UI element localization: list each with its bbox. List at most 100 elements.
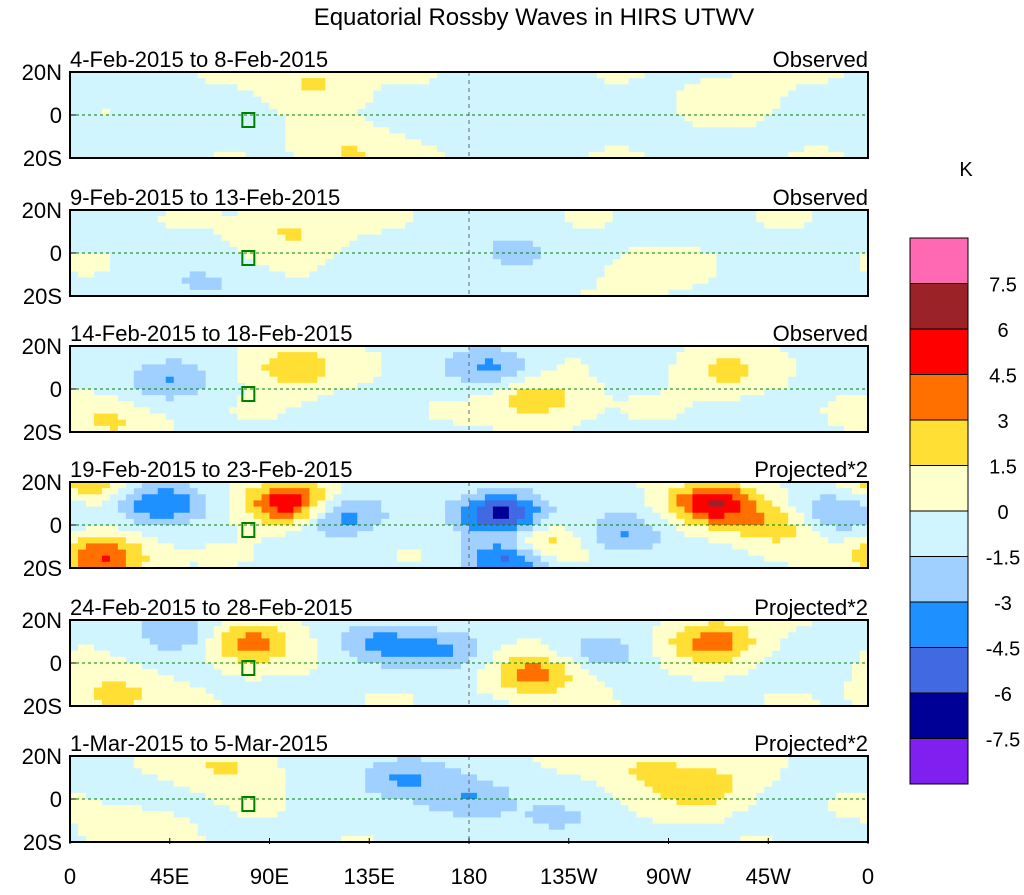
heatmap-cell <box>277 103 285 110</box>
heatmap-cell <box>94 97 102 104</box>
heatmap-cell <box>357 507 365 514</box>
heatmap-cell <box>285 358 293 365</box>
heatmap-cell <box>230 414 238 421</box>
heatmap-cell <box>485 235 493 242</box>
heatmap-cell <box>780 90 788 97</box>
heatmap-cell <box>613 140 621 147</box>
heatmap-cell <box>613 395 621 402</box>
heatmap-cell <box>700 494 708 501</box>
heatmap-cell <box>301 420 309 427</box>
heatmap-cell <box>581 103 589 110</box>
heatmap-cell <box>469 121 477 128</box>
heatmap-cell <box>381 78 389 85</box>
heatmap-cell <box>421 235 429 242</box>
heatmap-cell <box>333 115 341 122</box>
heatmap-cell <box>533 216 541 223</box>
heatmap-cell <box>142 513 150 520</box>
heatmap-cell <box>94 500 102 507</box>
heatmap-cell <box>748 364 756 371</box>
heatmap-cell <box>669 253 677 260</box>
heatmap-cell <box>349 364 357 371</box>
heatmap-cell <box>102 407 110 414</box>
heatmap-cell <box>836 513 844 520</box>
heatmap-cell <box>732 103 740 110</box>
heatmap-cell <box>118 271 126 278</box>
heatmap-cell <box>700 140 708 147</box>
heatmap-cell <box>828 364 836 371</box>
heatmap-cell <box>397 513 405 520</box>
heatmap-cell <box>820 401 828 408</box>
heatmap-cell <box>732 371 740 378</box>
heatmap-cell <box>453 146 461 153</box>
heatmap-cell <box>477 401 485 408</box>
heatmap-cell <box>445 216 453 223</box>
heatmap-cell <box>549 103 557 110</box>
heatmap-cell <box>134 228 142 235</box>
y-tick-label: 20S <box>23 146 62 171</box>
heatmap-cell <box>557 222 565 229</box>
heatmap-cell <box>621 235 629 242</box>
heatmap-cell <box>485 259 493 266</box>
heatmap-cell <box>86 253 94 260</box>
heatmap-cell <box>214 78 222 85</box>
heatmap-cell <box>549 488 557 495</box>
heatmap-cell <box>676 259 684 266</box>
heatmap-cell <box>732 420 740 427</box>
heatmap-cell <box>533 507 541 514</box>
heatmap-cell <box>293 371 301 378</box>
heatmap-cell <box>796 133 804 140</box>
heatmap-cell <box>716 146 724 153</box>
heatmap-cell <box>541 78 549 85</box>
heatmap-cell <box>158 241 166 248</box>
heatmap-cell <box>293 364 301 371</box>
heatmap-cell <box>724 513 732 520</box>
heatmap-cell <box>333 235 341 242</box>
heatmap-cell <box>517 507 525 514</box>
heatmap-cell <box>692 389 700 396</box>
heatmap-cell <box>421 216 429 223</box>
heatmap-cell <box>684 140 692 147</box>
heatmap-cell <box>796 271 804 278</box>
heatmap-cell <box>724 278 732 285</box>
heatmap-cell <box>198 407 206 414</box>
heatmap-cell <box>86 364 94 371</box>
heatmap-cell <box>581 358 589 365</box>
heatmap-cell <box>341 284 349 291</box>
heatmap-cell <box>573 84 581 91</box>
heatmap-cell <box>645 228 653 235</box>
heatmap-cell <box>325 133 333 140</box>
heatmap-cell <box>238 420 246 427</box>
heatmap-cell <box>485 253 493 260</box>
heatmap-cell <box>341 133 349 140</box>
heatmap-cell <box>325 271 333 278</box>
heatmap-cell <box>246 513 254 520</box>
heatmap-cell <box>573 216 581 223</box>
heatmap-cell <box>661 253 669 260</box>
heatmap-cell <box>573 115 581 122</box>
heatmap-cell <box>357 401 365 408</box>
heatmap-cell <box>581 146 589 153</box>
heatmap-cell <box>692 377 700 384</box>
heatmap-cell <box>254 513 262 520</box>
heatmap-cell <box>812 352 820 359</box>
heatmap-cell <box>246 228 254 235</box>
heatmap-cell <box>812 146 820 153</box>
heatmap-cell <box>357 222 365 229</box>
heatmap-cell <box>206 97 214 104</box>
heatmap-cell <box>732 140 740 147</box>
heatmap-cell <box>732 228 740 235</box>
heatmap-cell <box>549 140 557 147</box>
heatmap-cell <box>293 401 301 408</box>
heatmap-cell <box>748 235 756 242</box>
heatmap-cell <box>597 488 605 495</box>
heatmap-cell <box>740 121 748 128</box>
heatmap-cell <box>214 488 222 495</box>
heatmap-cell <box>78 407 86 414</box>
heatmap-cell <box>333 140 341 147</box>
heatmap-cell <box>293 235 301 242</box>
heatmap-cell <box>613 235 621 242</box>
heatmap-cell <box>645 235 653 242</box>
heatmap-cell <box>485 284 493 291</box>
heatmap-cell <box>533 488 541 495</box>
heatmap-cell <box>277 525 285 532</box>
